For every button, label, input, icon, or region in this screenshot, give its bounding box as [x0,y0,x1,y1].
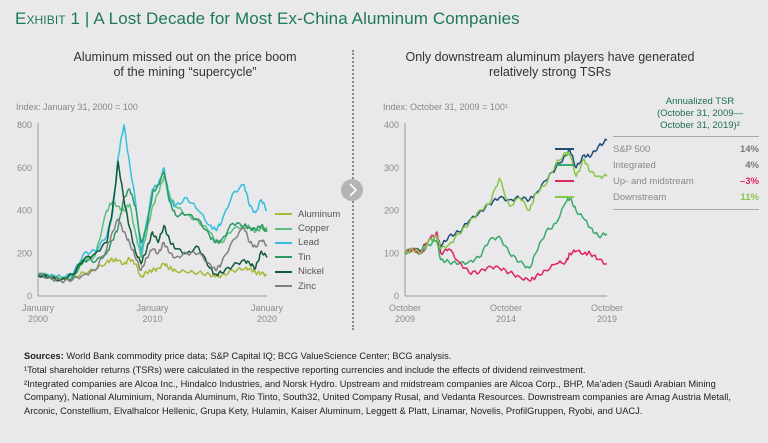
legend-swatch [275,213,292,216]
right-y-tick-label: 300 [384,163,399,173]
tsr-legend-row: Integrated 4% [555,157,759,173]
legend-item: Lead [275,236,340,250]
left-series-line-tin [37,171,268,281]
left-x-tick-label: January 2000 [22,303,55,324]
sources-note: Sources: World Bank commodity price data… [24,350,754,364]
footnotes: Sources: World Bank commodity price data… [24,350,754,419]
legend-item: Aluminum [275,207,340,221]
left-chart-subtitle: Aluminum missed out on the price boom of… [40,50,330,80]
left-series-line-aluminum [37,256,268,281]
right-subtitle-line-2: relatively strong TSRs [488,65,612,79]
right-x-tick-label: October 2009 [389,303,421,324]
right-series-line-downstream [404,151,608,255]
legend-swatch [275,227,292,230]
right-series-line-integrated [404,196,608,269]
left-y-tick-label: 400 [17,206,32,216]
legend-item: Tin [275,250,340,264]
legend-label: Lead [298,237,320,249]
legend-label: Nickel [298,266,324,278]
footnote-1: ¹Total shareholder returns (TSRs) were c… [24,364,586,375]
legend-label: Up- and midstream [613,175,694,187]
tsr-legend-row: Downstream 11% [555,189,760,205]
title-separator: | [80,9,94,28]
right-y-tick-label: 0 [394,291,399,301]
left-x-tick-label: January 2020 [251,303,284,324]
left-series-line-copper [37,175,268,281]
right-y-tick-label: 100 [384,248,399,258]
tsr-header: Annualized TSR (October 31, 2009— Octobe… [640,96,760,132]
legend-label: Integrated [613,159,656,171]
legend-swatch [555,164,574,166]
tsr-value: 4% [745,159,759,171]
chevron-right-icon [349,183,358,197]
legend-swatch [555,148,574,150]
tsr-value: –3% [739,175,759,187]
exhibit-title: Exhibit 1 | A Lost Decade for Most Ex-Ch… [15,9,520,29]
legend-item: Zinc [275,279,340,293]
right-subtitle-line-1: Only downstream aluminum players have ge… [405,50,695,64]
left-series-line-lead [37,124,268,280]
tsr-value: 14% [739,143,759,155]
right-y-tick-label: 200 [384,206,399,216]
left-index-label: Index: January 31, 2000 = 100 [16,102,138,112]
tsr-legend-table: S&P 500 14% Integrated 4% Up- and midstream –… [555,136,760,210]
legend-label: Downstream [613,191,667,203]
legend-label: Copper [298,223,330,235]
legend-label: Aluminum [298,208,341,220]
tsr-header-line-1: Annualized TSR [665,96,735,107]
legend-swatch [275,241,292,244]
exhibit-title-text: A Lost Decade for Most Ex-China Aluminum… [93,9,520,28]
legend-swatch [555,196,574,198]
sources-text: World Bank commodity price data; S&P Cap… [63,351,452,361]
legend-label: Zinc [298,280,316,292]
left-subtitle-line-2: of the mining “supercycle” [113,65,257,79]
tsr-header-line-2: (October 31, 2009— [656,108,744,119]
left-x-tick-label: January 2010 [136,303,169,324]
sources-label: Sources: [24,351,64,361]
left-series-line-zinc [37,218,268,284]
right-series-line-up-and-midstream [404,231,608,282]
left-y-tick-label: 600 [17,163,32,173]
legend-swatch [275,256,292,259]
left-chart-legend: Aluminum Copper Lead Tin Nickel Zinc [275,207,340,293]
legend-swatch [555,180,574,182]
tsr-header-line-3: October 31, 2019)² [660,120,740,131]
legend-swatch [275,270,292,273]
exhibit-number: Exhibit 1 [15,9,81,28]
legend-label: Tin [298,251,311,263]
legend-label: S&P 500 [613,143,651,155]
legend-item: Nickel [275,265,340,279]
left-y-tick-label: 0 [27,291,32,301]
legend-swatch [275,285,292,288]
left-subtitle-line-1: Aluminum missed out on the price boom [73,50,297,64]
tsr-legend-row: S&P 500 14% [555,141,759,157]
right-x-tick-label: October 2014 [490,303,522,324]
left-y-tick-label: 800 [17,120,32,130]
next-chart-button[interactable] [341,179,363,201]
right-index-label: Index: October 31, 2009 = 100¹ [383,102,508,112]
right-x-tick-label: October 2019 [591,303,623,324]
right-y-tick-label: 400 [384,120,399,130]
left-y-tick-label: 200 [17,248,32,258]
right-chart-subtitle: Only downstream aluminum players have ge… [390,50,710,80]
footnote-2: ²Integrated companies are Alcoa Inc., Hi… [24,378,731,417]
left-series-line-nickel [37,160,268,282]
tsr-legend-row: Up- and midstream –3% [555,173,759,189]
legend-item: Copper [275,221,340,235]
tsr-value: 11% [740,191,760,203]
